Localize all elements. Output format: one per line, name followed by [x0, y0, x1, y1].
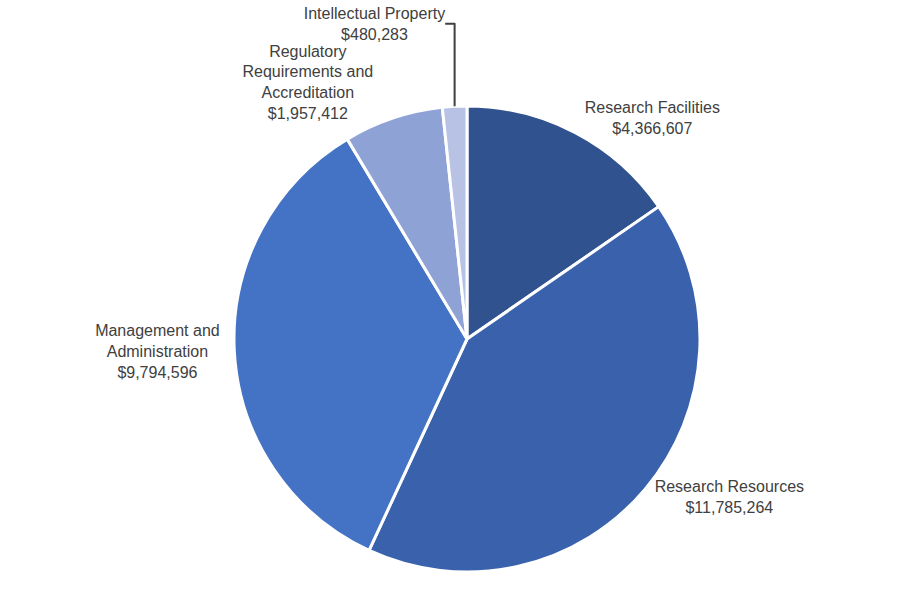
svg-text:Research Facilities$4,366,607: Research Facilities$4,366,607	[585, 99, 720, 137]
svg-text:Intellectual Property$480,283: Intellectual Property$480,283	[304, 5, 445, 43]
svg-text:Management andAdministration$9: Management andAdministration$9,794,596	[95, 322, 220, 381]
svg-text:RegulatoryRequirements andAccr: RegulatoryRequirements andAccreditation$…	[242, 43, 373, 122]
svg-text:Research Resources$11,785,264: Research Resources$11,785,264	[655, 478, 804, 516]
